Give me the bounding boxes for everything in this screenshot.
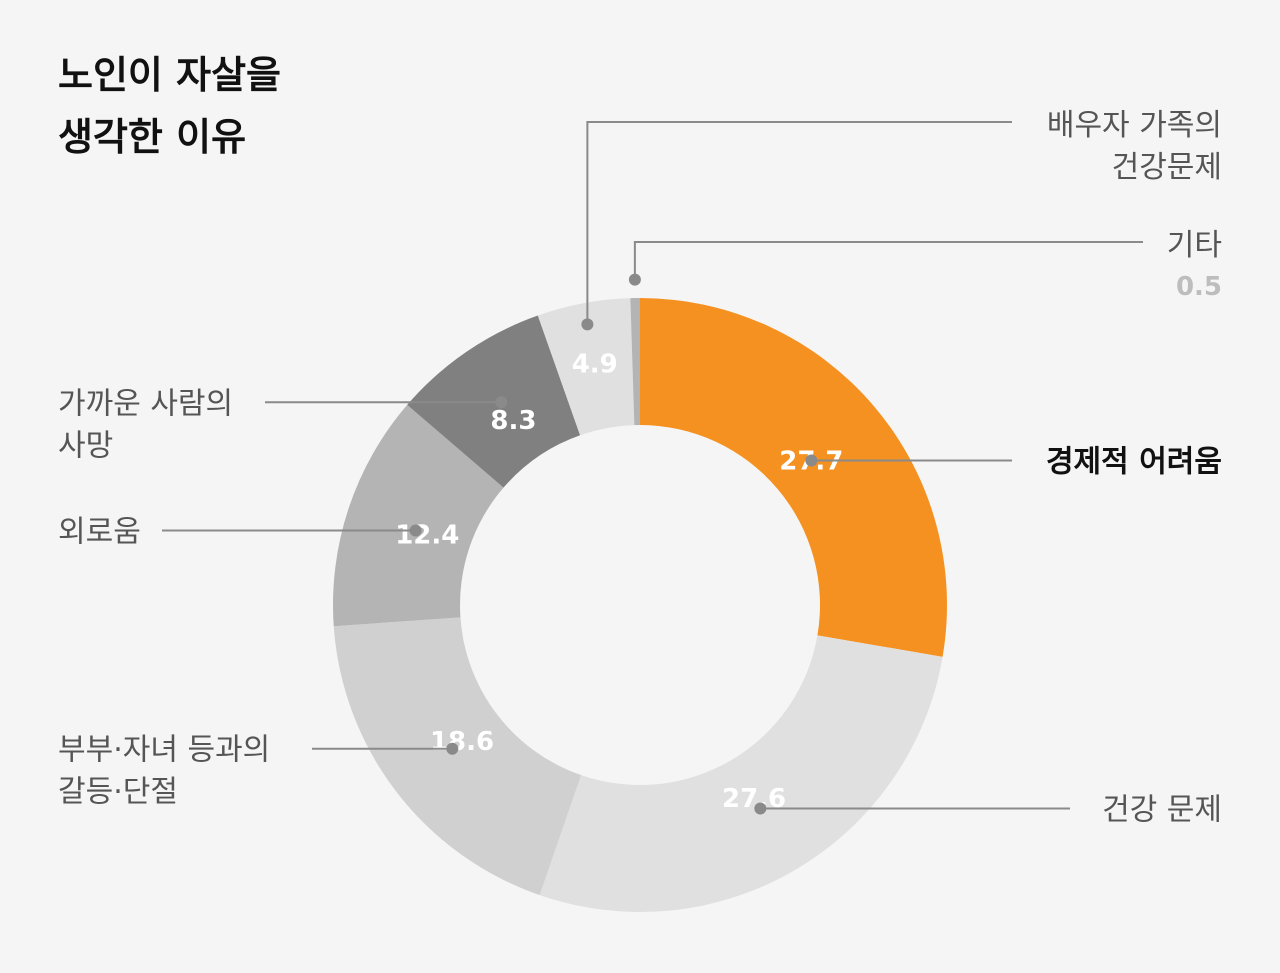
slices-layer <box>333 298 947 912</box>
slice-0 <box>640 298 947 657</box>
slice-label-2-line-0: 부부·자녀 등과의 <box>58 733 270 768</box>
slice-label-3-line-0: 외로움 <box>58 515 141 550</box>
slice-value-2: 18.6 <box>430 727 494 757</box>
slice-label-4-line-0: 가까운 사람의 <box>58 386 233 421</box>
slice-label-0-line-0: 경제적 어려움 <box>1046 445 1222 480</box>
leader-dot-2 <box>446 742 459 755</box>
slice-5 <box>537 298 635 436</box>
leader-dot-4 <box>495 396 508 409</box>
slice-1 <box>539 635 943 912</box>
slice-label-2-line-1: 갈등·단절 <box>58 775 178 810</box>
slice-label-6-line-0: 기타 <box>1167 228 1222 263</box>
slice-value-4: 8.3 <box>490 406 536 436</box>
slice-value-6: 0.5 <box>1176 272 1222 302</box>
chart-title-line-1: 노인이 자살을 <box>58 53 281 97</box>
slice-label-1-line-0: 건강 문제 <box>1102 792 1222 827</box>
slice-3 <box>333 404 504 627</box>
slice-label-4-line-1: 사망 <box>58 428 113 463</box>
slice-value-5: 4.9 <box>572 350 618 380</box>
leader-dot-3 <box>409 524 422 537</box>
chart-title-line-2: 생각한 이유 <box>58 115 246 159</box>
leader-dot-1 <box>754 802 767 815</box>
slice-value-3: 12.4 <box>395 520 459 550</box>
slice-6 <box>630 298 640 426</box>
slice-label-5-line-1: 건강문제 <box>1112 150 1222 185</box>
leader-dot-6 <box>628 273 641 286</box>
leader-line-6 <box>633 241 1143 280</box>
slice-label-5-line-0: 배우자 가족의 <box>1047 108 1222 143</box>
leader-line-5 <box>586 121 1012 325</box>
slice-2 <box>333 617 582 896</box>
leader-dot-5 <box>581 318 594 331</box>
leader-dot-0 <box>805 454 818 467</box>
